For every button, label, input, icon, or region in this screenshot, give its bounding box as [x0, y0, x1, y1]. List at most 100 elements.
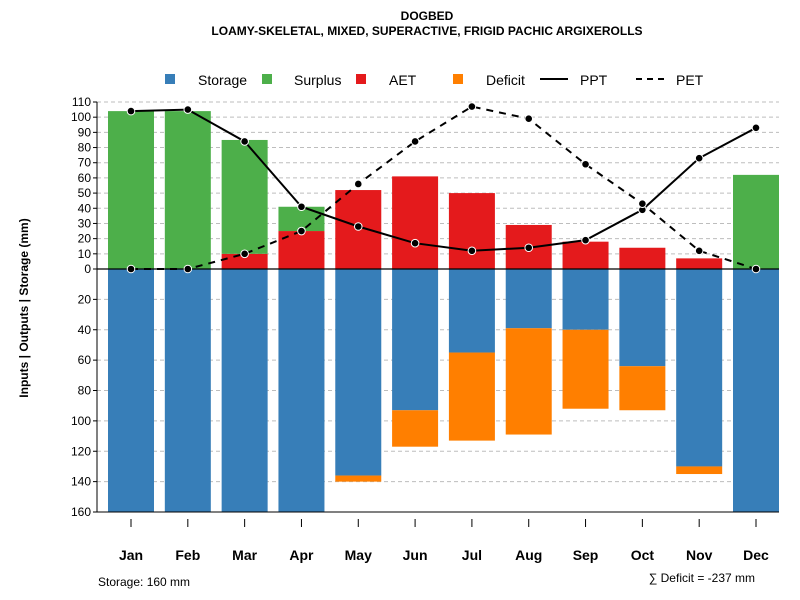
bar-storage [108, 269, 154, 512]
x-tick-label: May [345, 547, 372, 563]
bar-storage [619, 269, 666, 367]
x-tick-label: Jun [403, 547, 428, 563]
bar-surplus [108, 111, 154, 269]
bar-storage [335, 269, 382, 476]
pet-point [694, 246, 704, 256]
ppt-point [467, 246, 477, 256]
x-tick-label: Nov [686, 547, 713, 563]
bar-aet [619, 247, 666, 269]
x-tick-label: Jul [462, 547, 482, 563]
ppt-point [297, 202, 306, 212]
points [126, 102, 761, 274]
ppt-point [694, 153, 704, 163]
y-tick-label: 50 [78, 186, 92, 200]
bar-storage [505, 269, 552, 329]
bars [108, 111, 779, 512]
y-tick-label: 20 [78, 292, 92, 306]
y-tick-label: 30 [78, 216, 92, 230]
ppt-point [581, 235, 590, 245]
legend-label-deficit: Deficit [486, 72, 525, 88]
pet-point [581, 159, 590, 169]
bar-storage [164, 269, 211, 512]
storage-note: Storage: 160 mm [98, 575, 190, 589]
bar-deficit [562, 329, 609, 409]
tick-labels: 1101009080706050403020100204060801001201… [71, 95, 769, 563]
x-tick-label: Jan [119, 547, 143, 563]
y-tick-label: 40 [78, 323, 92, 337]
bar-aet [448, 193, 495, 269]
y-tick-label: 10 [78, 247, 92, 261]
legend-label-aet: AET [389, 72, 417, 88]
axes [93, 101, 779, 527]
pet-point [524, 114, 534, 123]
pet-point [410, 137, 420, 146]
y-tick-label: 100 [71, 110, 91, 124]
bar-storage [676, 269, 723, 467]
y-tick-label: 80 [78, 384, 92, 398]
pet-point [297, 226, 306, 236]
chart-subtitle: LOAMY-SKELETAL, MIXED, SUPERACTIVE, FRIG… [211, 24, 642, 38]
pet-line [131, 105, 757, 270]
bar-storage [733, 269, 779, 512]
bar-storage [562, 269, 609, 330]
bar-surplus [733, 174, 779, 269]
x-tick-label: Apr [289, 547, 314, 563]
legend-label-pet: PET [676, 72, 704, 88]
y-tick-label: 100 [71, 414, 91, 428]
pet-point [638, 199, 647, 209]
bar-deficit [619, 366, 666, 411]
bar-surplus [164, 111, 211, 269]
ppt-point [353, 222, 363, 231]
ppt-point [126, 106, 136, 116]
pet-point [353, 179, 363, 189]
bar-deficit [505, 328, 552, 435]
bar-storage [278, 269, 325, 512]
y-tick-label: 0 [84, 262, 91, 276]
pet-point [183, 264, 193, 274]
ppt-line [130, 108, 757, 252]
pet-point [467, 102, 477, 111]
y-tick-label: 160 [71, 505, 91, 519]
legend-label-ppt: PPT [580, 72, 608, 88]
y-axis-label: Inputs | Outputs | Storage (mm) [17, 218, 31, 397]
chart-title: DOGBED [401, 9, 454, 23]
bar-deficit [335, 475, 382, 482]
lines [130, 105, 757, 270]
bar-aet [392, 176, 439, 269]
y-tick-label: 70 [78, 156, 92, 170]
y-tick-label: 90 [78, 125, 92, 139]
legend: Storage Surplus AET Deficit PPT PET [165, 72, 704, 88]
ppt-point [410, 238, 420, 248]
legend-swatch-storage [165, 74, 175, 84]
legend-swatch-aet [356, 74, 366, 84]
pet-point [240, 249, 249, 259]
y-tick-label: 60 [78, 353, 92, 367]
pet-point [126, 264, 136, 274]
bar-aet [676, 258, 723, 269]
legend-label-storage: Storage [198, 72, 247, 88]
legend-swatch-surplus [262, 74, 272, 84]
bar-deficit [676, 466, 723, 475]
legend-label-surplus: Surplus [294, 72, 341, 88]
bar-deficit [448, 352, 495, 441]
bar-aet [562, 241, 609, 269]
x-tick-label: Feb [175, 547, 200, 563]
x-tick-label: Mar [232, 547, 257, 563]
bar-storage [448, 269, 495, 353]
ppt-point [751, 123, 761, 133]
y-tick-label: 80 [78, 141, 92, 155]
y-tick-label: 60 [78, 171, 92, 185]
bar-storage [221, 269, 268, 512]
legend-swatch-deficit [453, 74, 463, 84]
x-tick-label: Dec [743, 547, 769, 563]
y-tick-label: 120 [71, 444, 91, 458]
y-tick-label: 40 [78, 201, 92, 215]
pet-point [751, 264, 761, 274]
bar-aet [221, 253, 268, 269]
x-tick-label: Aug [515, 547, 542, 563]
ppt-point [183, 105, 193, 114]
deficit-note: ∑ Deficit = -237 mm [649, 571, 755, 585]
x-tick-label: Sep [573, 547, 599, 563]
x-tick-label: Oct [631, 547, 655, 563]
